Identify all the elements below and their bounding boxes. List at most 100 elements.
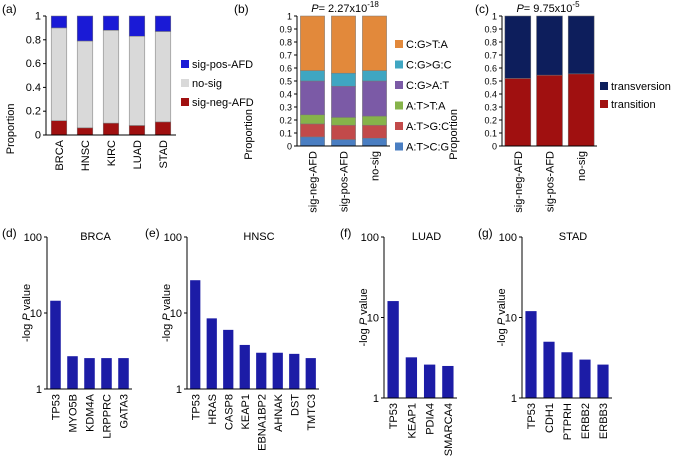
y-axis-label: Proportion bbox=[243, 109, 255, 160]
y-tick-label: 0.8 bbox=[279, 38, 292, 48]
bar-segment bbox=[331, 124, 356, 140]
x-tick-label: TP53 bbox=[388, 403, 400, 429]
legend-swatch bbox=[181, 79, 189, 87]
panel-label: (c) bbox=[475, 2, 489, 16]
y-tick-label: 10 bbox=[505, 313, 517, 325]
y-label-p: P bbox=[161, 313, 173, 321]
legend-label: A:T>C:G bbox=[406, 142, 449, 154]
x-tick-label: SMARCA4 bbox=[443, 403, 455, 456]
bar bbox=[84, 358, 95, 389]
x-tick-label: TP53 bbox=[190, 394, 202, 420]
y-tick-label: 10 bbox=[367, 313, 379, 325]
y-tick-label: 100 bbox=[361, 232, 379, 244]
bar-segment bbox=[567, 15, 595, 75]
y-label-p: P bbox=[21, 313, 33, 321]
y-tick-label: 0.1 bbox=[484, 129, 497, 139]
bar-segment bbox=[300, 80, 325, 116]
x-tick-label: TMTC3 bbox=[306, 394, 318, 431]
y-label-part: -log bbox=[21, 321, 33, 342]
y-label-p: P bbox=[358, 317, 370, 325]
legend-swatch bbox=[181, 60, 189, 68]
chart-g: (g) STAD 1 10 100 -log P value TP53 CDH1 PTPRH ER… bbox=[478, 226, 612, 440]
x-tick-label: ERBB2 bbox=[580, 403, 592, 439]
chart-title: LUAD bbox=[412, 231, 441, 243]
bar bbox=[597, 364, 609, 398]
legend-swatch bbox=[395, 142, 403, 151]
bar bbox=[387, 301, 399, 398]
title-exponent: -5 bbox=[572, 0, 580, 9]
y-tick-label: 0.7 bbox=[279, 51, 292, 61]
panel-label: (g) bbox=[478, 226, 493, 240]
x-tick-label: TP53 bbox=[51, 394, 63, 420]
y-tick-label: 0.9 bbox=[279, 25, 292, 35]
y-tick-label: 0.8 bbox=[26, 34, 41, 46]
bar-segment bbox=[50, 15, 68, 29]
y-label-part: value bbox=[358, 288, 370, 317]
bar-segment bbox=[102, 30, 120, 124]
bar-segment bbox=[154, 31, 172, 123]
y-tick-label: 0 bbox=[35, 130, 41, 142]
chart-d: (d) BRCA 1 10 100 -log P value TP53 MYO5B KDM4A L… bbox=[2, 226, 132, 439]
x-tick-label: HNSC bbox=[80, 140, 92, 171]
x-tick-label: BRCA bbox=[54, 139, 66, 170]
x-tick-label: sig-pos-AFD bbox=[545, 151, 557, 212]
y-axis-label: Proportion bbox=[5, 104, 17, 155]
title-p: P bbox=[311, 3, 319, 15]
y-tick-label: 10 bbox=[170, 308, 182, 320]
y-axis-label: Proportion bbox=[448, 109, 460, 160]
y-tick-label: 0.7 bbox=[484, 51, 497, 61]
y-tick-label: 100 bbox=[164, 232, 182, 244]
y-axis-label: -log P value bbox=[358, 288, 370, 346]
legend-swatch bbox=[181, 98, 189, 106]
x-tick-label: KIRC bbox=[106, 140, 118, 166]
bar bbox=[101, 358, 112, 389]
title-value: = 9.75x10 bbox=[524, 3, 573, 15]
chart-c: (c) P= 9.75x10-5 0 0.1 0.2 0.3 0.4 0.5 0.6 0.7 0.8… bbox=[448, 0, 671, 213]
x-tick-label: LRPPRC bbox=[102, 394, 114, 439]
x-tick-label: EBNA1BP2 bbox=[256, 394, 268, 451]
bar-segment bbox=[102, 15, 120, 31]
y-tick-label: 1 bbox=[287, 12, 292, 22]
x-tick-label: no-sig bbox=[370, 151, 382, 181]
panel-label: (d) bbox=[2, 226, 17, 240]
legend-swatch bbox=[395, 122, 403, 130]
panel-label: (f) bbox=[340, 226, 351, 240]
bar-segment bbox=[331, 85, 356, 118]
x-tick-label: KEAP1 bbox=[406, 403, 418, 438]
chart-b: (b) P= 2.27x10-18 0 0.1 0.2 0.3 0.4 0.5 0.6 0.7 0.… bbox=[234, 0, 452, 213]
legend-label: A:T>T:A bbox=[406, 101, 446, 113]
bar-segment bbox=[331, 117, 356, 126]
bar bbox=[289, 353, 300, 389]
bar-segment bbox=[300, 70, 325, 82]
y-tick-label: 0.4 bbox=[484, 90, 497, 100]
bar bbox=[579, 359, 591, 398]
x-tick-label: no-sig bbox=[576, 151, 588, 181]
bar-segment bbox=[362, 80, 387, 117]
y-tick-label: 0 bbox=[287, 142, 292, 152]
y-tick-label: 0.3 bbox=[279, 103, 292, 113]
legend-label: sig-neg-AFD bbox=[192, 97, 254, 109]
y-tick-label: 100 bbox=[499, 232, 517, 244]
bar-segment bbox=[76, 40, 94, 129]
title-p: P bbox=[516, 3, 524, 15]
y-tick-label: 0.4 bbox=[26, 82, 41, 94]
y-tick-label: 0.2 bbox=[484, 116, 497, 126]
y-tick-label: 0.4 bbox=[279, 90, 292, 100]
bar bbox=[239, 344, 250, 389]
bar-segment bbox=[331, 139, 356, 147]
x-tick-label: CDH1 bbox=[544, 403, 556, 433]
bar-segment bbox=[102, 122, 120, 136]
title-exponent: -18 bbox=[367, 0, 379, 9]
bar-segment bbox=[50, 27, 68, 121]
x-tick-label: AHNAK bbox=[273, 393, 285, 432]
bar bbox=[118, 358, 129, 389]
bar-segment bbox=[50, 120, 68, 136]
bar-segment bbox=[362, 124, 387, 139]
bar-segment bbox=[362, 70, 387, 82]
y-tick-label: 100 bbox=[24, 232, 42, 244]
chart-a: (a) 0 0.2 0.4 0.6 0.8 1 Proportion BRCA HNSC KIRC L… bbox=[2, 2, 254, 171]
bar bbox=[561, 352, 573, 398]
bar-segment bbox=[154, 15, 172, 32]
bar-segment bbox=[128, 125, 146, 136]
